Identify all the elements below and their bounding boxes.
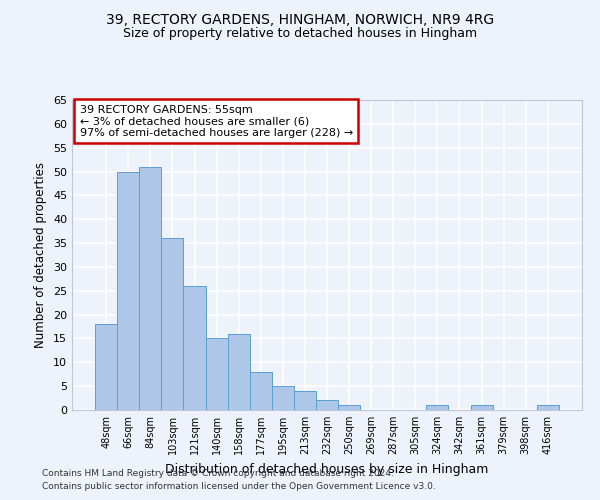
Bar — [470, 405, 493, 410]
Bar — [294, 391, 316, 410]
X-axis label: Distribution of detached houses by size in Hingham: Distribution of detached houses by size … — [166, 462, 488, 475]
Bar — [139, 167, 161, 410]
Bar — [184, 286, 206, 410]
Bar — [227, 334, 250, 410]
Bar — [272, 386, 294, 410]
Bar — [206, 338, 227, 410]
Bar — [316, 400, 338, 410]
Text: Size of property relative to detached houses in Hingham: Size of property relative to detached ho… — [123, 28, 477, 40]
Text: Contains public sector information licensed under the Open Government Licence v3: Contains public sector information licen… — [42, 482, 436, 491]
Bar — [250, 372, 272, 410]
Bar — [537, 405, 559, 410]
Bar — [161, 238, 184, 410]
Bar — [95, 324, 117, 410]
Text: 39 RECTORY GARDENS: 55sqm
← 3% of detached houses are smaller (6)
97% of semi-de: 39 RECTORY GARDENS: 55sqm ← 3% of detach… — [80, 104, 353, 138]
Text: Contains HM Land Registry data © Crown copyright and database right 2024.: Contains HM Land Registry data © Crown c… — [42, 468, 394, 477]
Bar — [338, 405, 360, 410]
Bar — [117, 172, 139, 410]
Text: 39, RECTORY GARDENS, HINGHAM, NORWICH, NR9 4RG: 39, RECTORY GARDENS, HINGHAM, NORWICH, N… — [106, 12, 494, 26]
Bar — [427, 405, 448, 410]
Y-axis label: Number of detached properties: Number of detached properties — [34, 162, 47, 348]
